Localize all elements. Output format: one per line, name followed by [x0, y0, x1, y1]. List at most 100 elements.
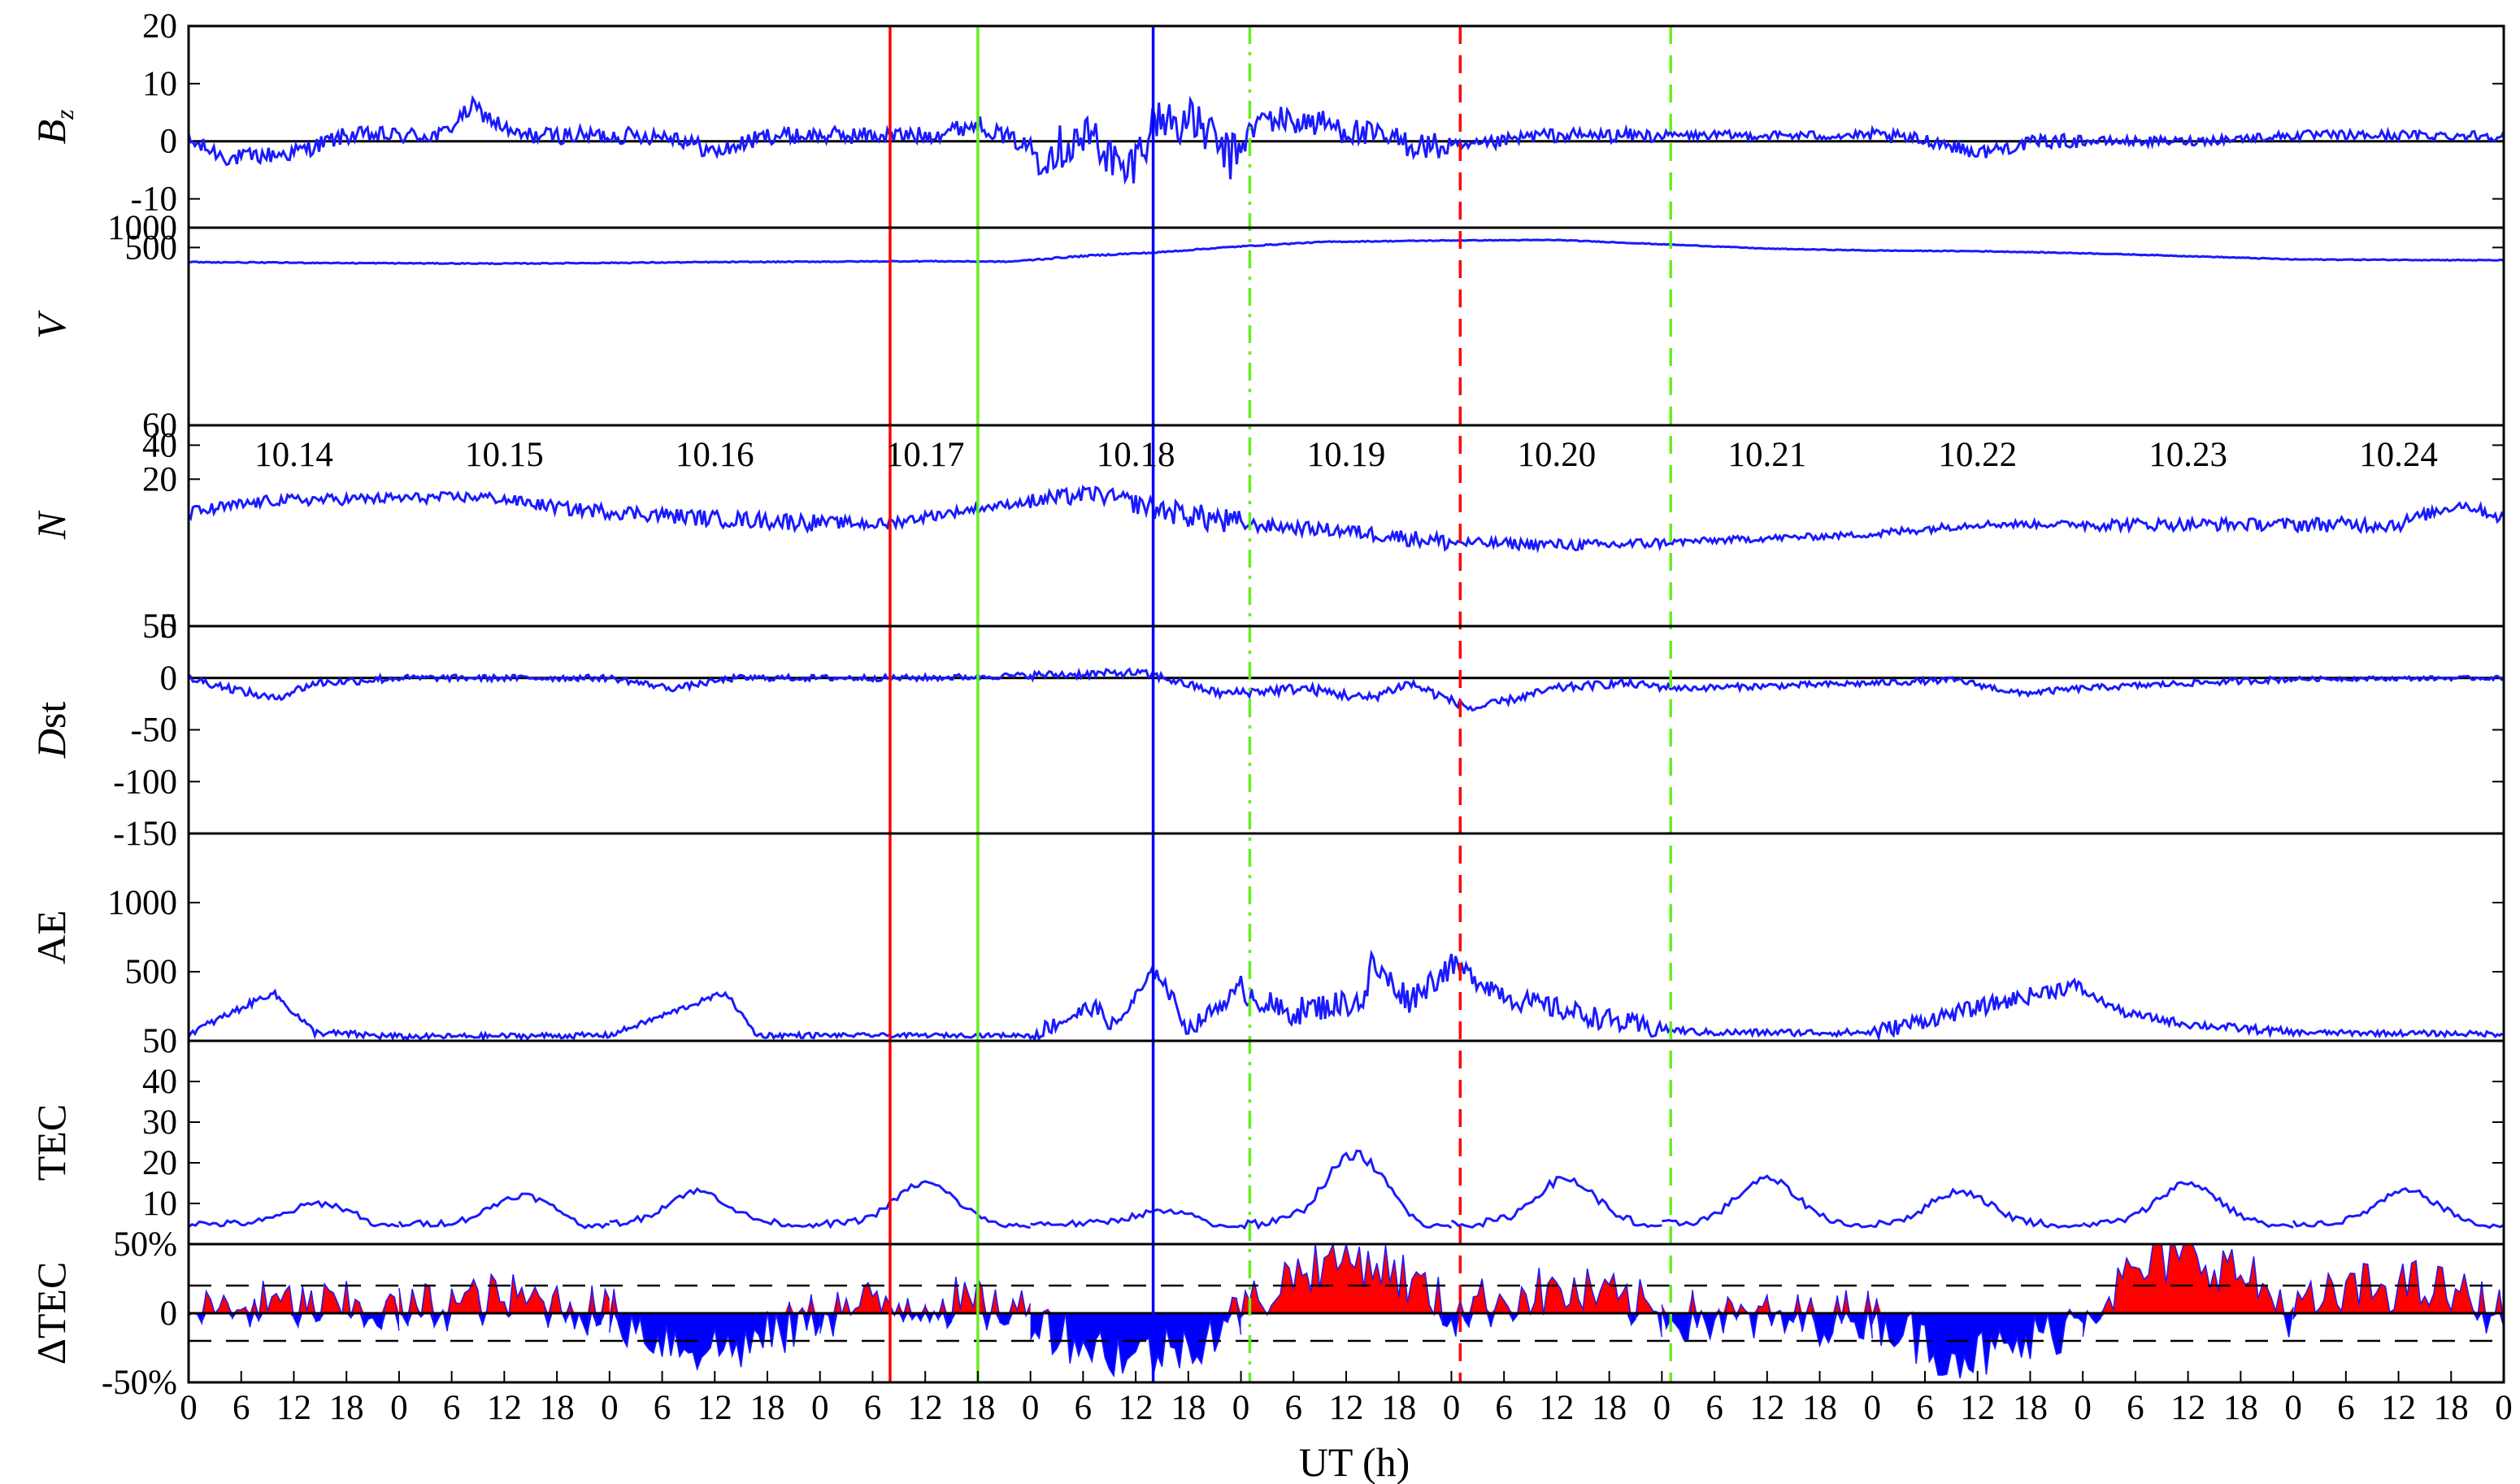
x-tick-label: 0 — [601, 1389, 619, 1427]
x-tick-label: 0 — [2495, 1389, 2513, 1427]
dtec-negative-area — [1872, 1313, 2083, 1378]
dtec-positive-area — [2083, 1244, 2294, 1313]
panel-ae: 1000 500 50 AE — [28, 884, 2505, 1060]
y-axis-label-tec: TEC — [28, 1104, 74, 1181]
x-tick-label: 12 — [697, 1389, 732, 1427]
y-axis-label-ae: AE — [28, 910, 74, 964]
x-tick-label: 12 — [908, 1389, 943, 1427]
y-tick-label: 10 — [142, 1185, 177, 1223]
tec-series-day — [398, 1192, 610, 1229]
date-label: 10.17 — [886, 436, 965, 474]
dtec-series — [398, 1273, 610, 1336]
panel-frame — [187, 624, 2505, 835]
date-label: 10.22 — [1938, 436, 2017, 474]
x-tick-label: 18 — [2223, 1389, 2258, 1427]
dtec-negative-area — [1662, 1313, 1873, 1346]
y-tick-label: 5 — [160, 607, 178, 646]
tec-series-day — [609, 1186, 821, 1229]
dtec-positive-area — [819, 1277, 1031, 1313]
tec-series-day — [2082, 1181, 2294, 1229]
y-tick-label: -100 — [113, 763, 177, 801]
y-tick-label: 40 — [142, 426, 177, 464]
tec-series-day — [188, 1199, 400, 1228]
x-tick-label: 6 — [443, 1389, 461, 1427]
y-tick-label: 10 — [142, 65, 177, 103]
x-tick-label: 0 — [1653, 1389, 1671, 1427]
date-label: 10.19 — [1307, 436, 1386, 474]
date-label: 10.23 — [2149, 436, 2227, 474]
x-tick-label: 6 — [654, 1389, 671, 1427]
x-tick-label: 6 — [1495, 1389, 1513, 1427]
x-tick-label: 6 — [2127, 1389, 2144, 1427]
y-axis-label-dst: Dst — [28, 702, 74, 759]
x-tick-label: 6 — [864, 1389, 882, 1427]
dtec-negative-area — [2293, 1313, 2504, 1334]
dtec-series — [1661, 1290, 1874, 1348]
x-tick-label: 18 — [1171, 1389, 1206, 1427]
x-tick-label: 0 — [180, 1389, 198, 1427]
y-tick-label: 500 — [125, 953, 178, 991]
x-tick-label: 0 — [2284, 1389, 2302, 1427]
y-tick-label: 30 — [142, 1103, 177, 1142]
x-tick-label: 12 — [276, 1389, 311, 1427]
dtec-negative-area — [1030, 1313, 1241, 1376]
y-tick-label: -50 — [131, 712, 177, 750]
tec-series-day — [1450, 1176, 1662, 1229]
x-tick-label: 12 — [2381, 1389, 2416, 1427]
dtec-negative-area — [2083, 1313, 2294, 1338]
panel-frame — [187, 1039, 2505, 1246]
y-tick-label: 0 — [160, 659, 178, 698]
y-tick-label: 50 — [142, 607, 177, 646]
x-tick-label: 18 — [540, 1389, 575, 1427]
y-tick-label: 0 — [160, 123, 178, 161]
y-tick-label: 60 — [142, 407, 177, 445]
dtec-series — [1450, 1268, 1663, 1338]
x-tick-label: 0 — [1022, 1389, 1040, 1427]
x-tick-label: 12 — [1960, 1389, 1995, 1427]
x-tick-label: 6 — [1916, 1389, 1934, 1427]
x-tick-label: 18 — [1802, 1389, 1837, 1427]
panel-dtec: 50% 0 -50% ΔTEC — [28, 1225, 2505, 1402]
dtec-series — [609, 1289, 821, 1372]
y-tick-label: -50% — [102, 1364, 177, 1402]
y-tick-label: -150 — [113, 815, 177, 853]
y-tick-label: 40 — [142, 1063, 177, 1101]
v-series — [188, 238, 2505, 266]
x-tick-label: 6 — [232, 1389, 250, 1427]
x-tick-label: 12 — [1119, 1389, 1154, 1427]
y-axis-label-dtec: ΔTEC — [28, 1262, 74, 1365]
panel-bz: 20 10 0 -10 Bz — [28, 7, 2505, 219]
tec-series-day — [2292, 1186, 2505, 1229]
y-axis-label-n: N — [28, 510, 74, 540]
dtec-positive-area — [1451, 1268, 1662, 1313]
x-tick-label: 18 — [1381, 1389, 1416, 1427]
x-tick-label: 6 — [1705, 1389, 1723, 1427]
bz-series — [187, 94, 2505, 185]
x-tick-label: 18 — [329, 1389, 364, 1427]
x-tick-label: 18 — [750, 1389, 785, 1427]
dst-series — [187, 667, 2505, 712]
dtec-series — [819, 1276, 1032, 1337]
dtec-negative-area — [1451, 1313, 1662, 1337]
dtec-series — [2292, 1260, 2505, 1334]
x-tick-label: 6 — [1285, 1389, 1303, 1427]
x-tick-label: 0 — [1443, 1389, 1461, 1427]
dtec-positive-area — [1872, 1298, 2083, 1313]
dtec-series — [1871, 1298, 2083, 1379]
dtec-series — [188, 1281, 400, 1331]
panel-dst: 50 0 -50 -100 -150 Dst — [28, 607, 2505, 853]
y-tick-label: -10 — [131, 181, 177, 219]
x-tick-label: 0 — [2074, 1389, 2092, 1427]
date-label: 10.14 — [254, 436, 333, 474]
date-label: 10.20 — [1518, 436, 1597, 474]
y-tick-label: 20 — [142, 7, 177, 46]
x-tick-label: 18 — [1592, 1389, 1627, 1427]
dtec-positive-area — [1030, 1297, 1241, 1313]
x-tick-label: 12 — [487, 1389, 522, 1427]
dtec-negative-area — [1240, 1313, 1452, 1327]
y-tick-label: 1000 — [107, 884, 177, 922]
